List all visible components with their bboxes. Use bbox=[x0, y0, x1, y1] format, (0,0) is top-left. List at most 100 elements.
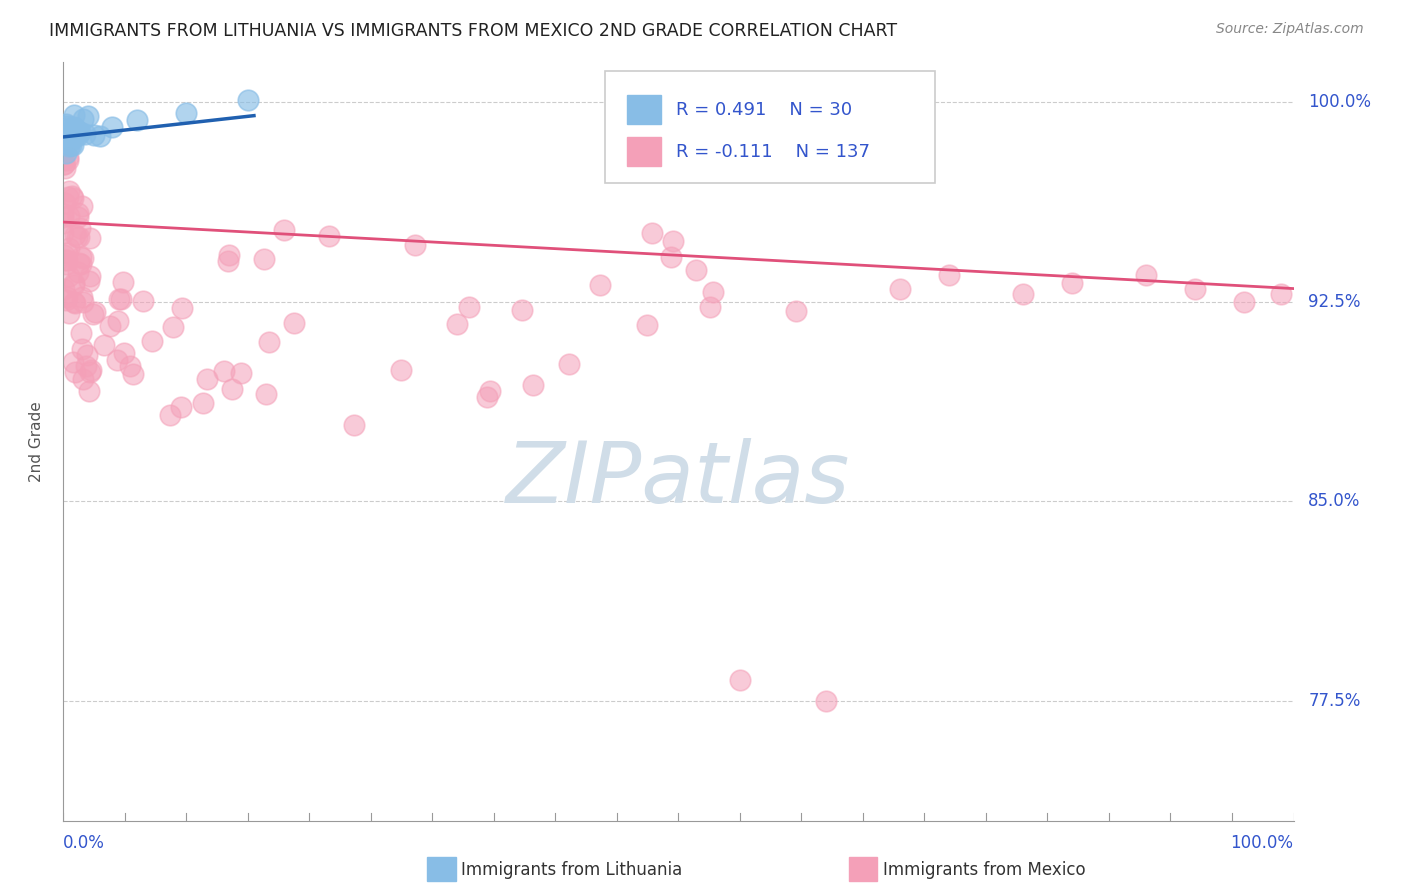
Point bbox=[53, 248, 76, 262]
Point bbox=[389, 363, 412, 377]
Point bbox=[63, 365, 86, 379]
Point bbox=[589, 278, 612, 293]
Point bbox=[53, 161, 76, 175]
Point bbox=[191, 396, 214, 410]
Point bbox=[1012, 286, 1035, 301]
Point bbox=[53, 130, 76, 145]
Point bbox=[67, 128, 90, 142]
Point bbox=[70, 326, 93, 341]
Point bbox=[174, 105, 197, 120]
Point bbox=[79, 231, 101, 245]
Point bbox=[72, 372, 94, 386]
Point bbox=[59, 133, 82, 147]
Point bbox=[107, 314, 129, 328]
Point bbox=[60, 132, 83, 146]
Point bbox=[110, 292, 132, 306]
Point bbox=[55, 253, 77, 268]
Point bbox=[108, 292, 131, 306]
Point bbox=[67, 265, 90, 279]
Point bbox=[636, 318, 658, 333]
Point bbox=[83, 128, 105, 142]
Point bbox=[72, 289, 94, 303]
Point bbox=[59, 137, 82, 152]
Point bbox=[558, 357, 581, 371]
Point bbox=[53, 282, 76, 296]
Point bbox=[101, 120, 124, 135]
Point bbox=[70, 250, 93, 264]
Text: R = -0.111    N = 137: R = -0.111 N = 137 bbox=[676, 143, 870, 161]
Point bbox=[52, 226, 75, 240]
Point bbox=[122, 367, 145, 381]
Point bbox=[1135, 268, 1157, 283]
Point bbox=[1270, 286, 1292, 301]
Point bbox=[785, 304, 807, 318]
Point bbox=[63, 276, 86, 290]
Point bbox=[702, 285, 724, 299]
Point bbox=[661, 250, 683, 264]
Point bbox=[72, 112, 94, 127]
Text: 2nd Grade: 2nd Grade bbox=[28, 401, 44, 482]
Point bbox=[273, 223, 295, 237]
Point bbox=[67, 256, 90, 270]
Text: 0.0%: 0.0% bbox=[63, 834, 105, 852]
Point bbox=[170, 401, 193, 415]
Point bbox=[58, 268, 80, 283]
Point bbox=[118, 359, 141, 373]
Point bbox=[253, 252, 276, 266]
Point bbox=[80, 363, 103, 377]
Point bbox=[58, 128, 80, 143]
Point bbox=[69, 125, 91, 139]
Point bbox=[62, 137, 84, 152]
Point bbox=[93, 338, 115, 352]
Point bbox=[89, 128, 111, 143]
Point bbox=[70, 343, 93, 357]
Point bbox=[728, 673, 751, 687]
Point bbox=[56, 119, 79, 133]
Point bbox=[60, 188, 83, 202]
Point bbox=[56, 290, 79, 304]
Point bbox=[404, 238, 426, 252]
Point bbox=[170, 301, 193, 315]
Point bbox=[127, 113, 148, 128]
Point bbox=[52, 207, 75, 221]
Point bbox=[75, 359, 97, 374]
Point bbox=[56, 150, 79, 164]
Text: 77.5%: 77.5% bbox=[1308, 692, 1361, 710]
Text: Immigrants from Lithuania: Immigrants from Lithuania bbox=[461, 861, 682, 879]
Point bbox=[63, 227, 86, 242]
Point bbox=[53, 156, 76, 170]
Point bbox=[58, 306, 80, 320]
Point bbox=[815, 694, 838, 708]
Point bbox=[63, 108, 86, 122]
Point bbox=[55, 293, 77, 307]
Point bbox=[63, 120, 86, 134]
Point bbox=[699, 300, 721, 314]
Point bbox=[214, 364, 236, 378]
Point bbox=[52, 217, 75, 231]
Point bbox=[69, 220, 91, 235]
Point bbox=[510, 302, 533, 317]
Point bbox=[55, 245, 77, 260]
Point bbox=[661, 234, 683, 248]
Point bbox=[55, 145, 77, 160]
Point bbox=[641, 226, 664, 240]
Point bbox=[53, 129, 76, 144]
Point bbox=[56, 189, 79, 203]
Point bbox=[62, 355, 84, 369]
Point bbox=[55, 136, 77, 150]
Point bbox=[100, 319, 122, 334]
Text: 100.0%: 100.0% bbox=[1308, 94, 1371, 112]
Point bbox=[84, 304, 107, 318]
Point bbox=[53, 196, 76, 211]
Point bbox=[76, 109, 98, 123]
Point bbox=[685, 262, 707, 277]
Point bbox=[195, 372, 218, 386]
Point bbox=[283, 316, 305, 330]
Point bbox=[62, 294, 84, 309]
Point bbox=[66, 211, 89, 225]
Point bbox=[53, 253, 76, 268]
Point bbox=[67, 206, 90, 220]
Point bbox=[1184, 282, 1206, 296]
Point bbox=[79, 274, 101, 288]
Point bbox=[112, 346, 135, 360]
